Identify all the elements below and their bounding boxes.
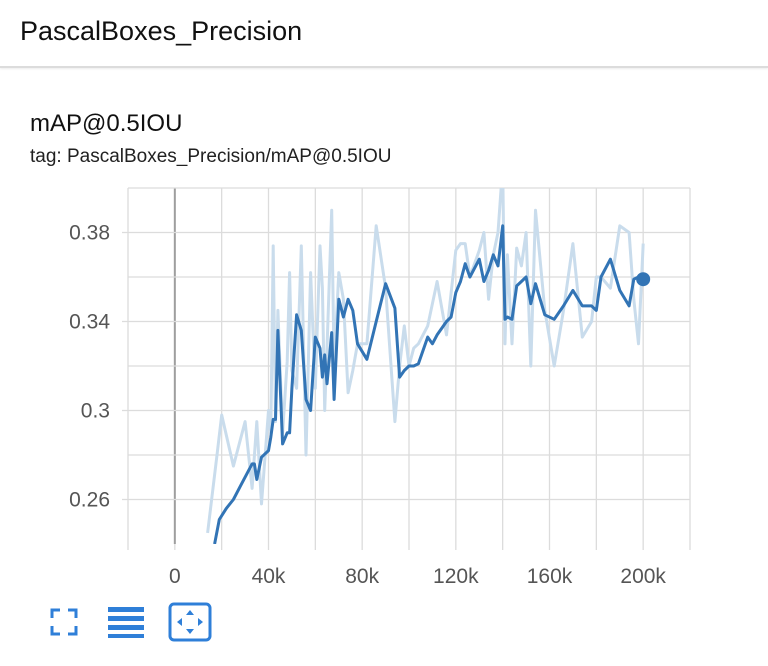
toggle-log-scale-icon (108, 607, 144, 638)
x-tick-label: 200k (620, 565, 666, 588)
toggle-log-scale-button[interactable] (106, 602, 146, 642)
y-tick-label: 0.3 (81, 400, 110, 423)
tick-labels: 0 40k 80k 120k 160k 200k 0.26 0.3 0.34 0.38 (69, 222, 666, 589)
fullscreen-icon (50, 608, 78, 636)
y-tick-label: 0.38 (69, 222, 110, 245)
last-point-marker[interactable] (636, 272, 651, 287)
chart-grid (122, 187, 691, 550)
chart-title: mAP@0.5IOU (30, 110, 183, 137)
fullscreen-button[interactable] (44, 602, 84, 642)
smoothed-series (213, 224, 651, 544)
page-title: PascalBoxes_Precision (20, 16, 303, 46)
fit-domain-icon (168, 602, 212, 642)
y-tick-label: 0.26 (69, 489, 110, 512)
x-tick-label: 80k (345, 565, 379, 588)
x-tick-label: 0 (169, 565, 181, 588)
smoothed-series-line (213, 224, 644, 544)
raw-series-line (206, 188, 645, 534)
page-header: PascalBoxes_Precision (0, 0, 768, 68)
x-tick-label: 120k (433, 565, 479, 588)
line-chart[interactable]: 0 40k 80k 120k 160k 200k 0.26 0.3 0.34 0.38 (0, 0, 768, 600)
x-tick-label: 160k (527, 565, 573, 588)
y-tick-label: 0.34 (69, 311, 110, 334)
raw-series (206, 188, 645, 534)
fit-domain-button[interactable] (168, 602, 212, 642)
chart-tag: tag: PascalBoxes_Precision/mAP@0.5IOU (30, 146, 392, 167)
x-tick-label: 40k (252, 565, 286, 588)
